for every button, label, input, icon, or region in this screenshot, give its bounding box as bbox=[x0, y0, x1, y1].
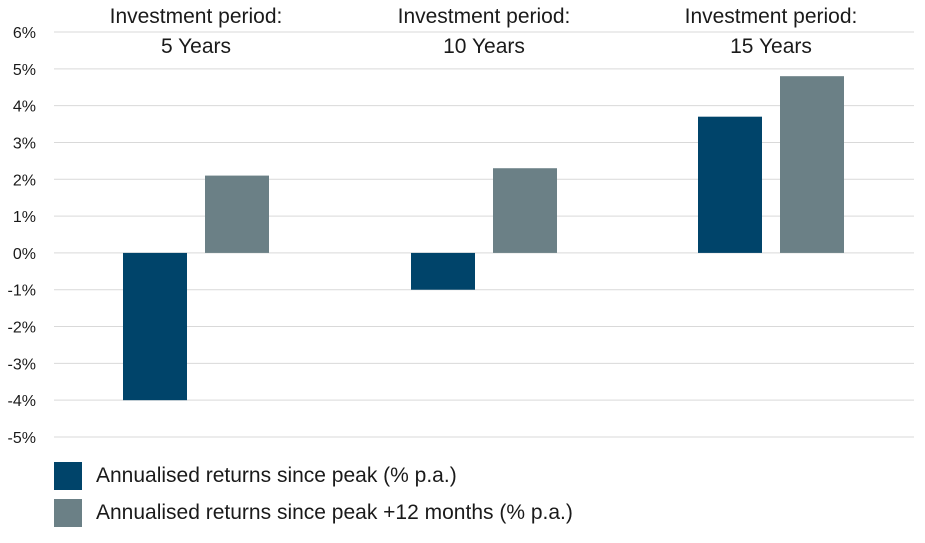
category-label-line1: Investment period: bbox=[398, 5, 571, 28]
category-label-line2: 10 Years bbox=[443, 35, 525, 58]
y-tick-label: 5% bbox=[13, 62, 36, 79]
y-tick-label: 0% bbox=[13, 246, 36, 263]
legend-item-since-peak-plus-12-months: Annualised returns since peak +12 months… bbox=[54, 499, 573, 527]
y-tick-label: -1% bbox=[8, 283, 36, 300]
category-label-line1: Investment period: bbox=[685, 5, 858, 28]
y-tick-label: -3% bbox=[8, 356, 36, 373]
y-tick-label: 4% bbox=[13, 99, 36, 116]
category-label-line2: 5 Years bbox=[161, 35, 231, 58]
legend-label-since-peak: Annualised returns since peak (% p.a.) bbox=[96, 464, 457, 487]
category-label-line2: 15 Years bbox=[730, 35, 812, 58]
legend: Annualised returns since peak (% p.a.) A… bbox=[54, 462, 573, 536]
y-tick-label: -2% bbox=[8, 320, 36, 337]
y-tick-label: 2% bbox=[13, 172, 36, 189]
bar bbox=[411, 252, 475, 290]
legend-item-since-peak: Annualised returns since peak (% p.a.) bbox=[54, 462, 573, 490]
y-tick-label: 1% bbox=[13, 209, 36, 226]
y-tick-label: 6% bbox=[13, 25, 36, 42]
y-tick-label: 3% bbox=[13, 135, 36, 152]
bar bbox=[123, 252, 187, 401]
bar bbox=[493, 168, 557, 253]
legend-swatch-since-peak-plus-12-months bbox=[54, 499, 82, 527]
legend-label-since-peak-plus-12-months: Annualised returns since peak +12 months… bbox=[96, 501, 573, 524]
y-tick-label: -4% bbox=[8, 393, 36, 410]
bar bbox=[780, 76, 844, 253]
legend-swatch-since-peak bbox=[54, 462, 82, 490]
category-label-line1: Investment period: bbox=[110, 5, 283, 28]
bar bbox=[698, 116, 762, 253]
bar bbox=[205, 175, 269, 253]
y-tick-label: -5% bbox=[8, 430, 36, 447]
